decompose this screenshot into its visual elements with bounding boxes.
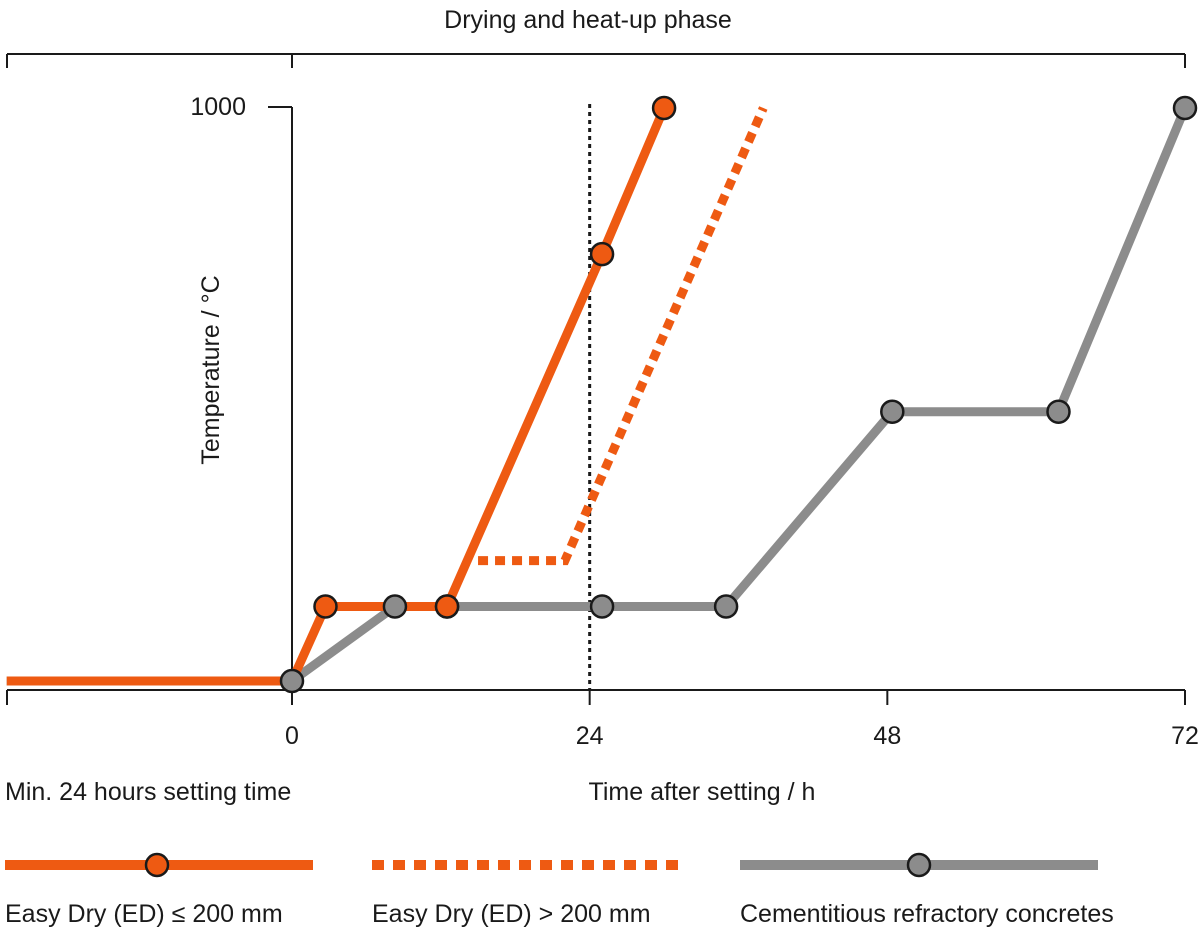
series-line-1	[6, 106, 669, 686]
legend: Easy Dry (ED) ≤ 200 mm Easy Dry (ED) > 20…	[5, 852, 1114, 928]
series-group	[6, 95, 1198, 694]
legend-marker-3	[906, 852, 932, 878]
phase-label: Drying and heat-up phase	[444, 6, 732, 34]
x-tick-label-72: 72	[1171, 722, 1199, 750]
series-1-point	[434, 594, 460, 619]
series-1-point	[651, 95, 677, 121]
series-3-point	[1172, 95, 1198, 121]
setting-label: Min. 24 hours setting time	[5, 778, 291, 806]
series-3-point	[382, 594, 408, 619]
y-tick-label-1000: 1000	[190, 93, 246, 121]
series-1-point	[313, 594, 338, 619]
series-1-point	[589, 241, 615, 267]
series-line-3	[6, 106, 1190, 686]
x-ticks: 0 24 48 72	[285, 690, 1199, 750]
x-axis-label: Time after setting / h	[589, 778, 816, 806]
series-3-point	[279, 668, 305, 694]
series-line-2	[478, 106, 768, 566]
x-tick-label-48: 48	[873, 722, 901, 750]
x-tick-label-24: 24	[576, 722, 604, 750]
x-tick-label-0: 0	[285, 722, 299, 750]
legend-marker-1	[144, 852, 170, 878]
phase-bracket	[6, 53, 1186, 68]
series-3-point	[880, 399, 905, 424]
y-axis-label: Temperature / °C	[197, 275, 225, 464]
legend-label-1: Easy Dry (ED) ≤ 200 mm	[5, 900, 283, 928]
legend-label-3: Cementitious refractory concretes	[740, 900, 1114, 928]
series-3-point	[713, 594, 739, 619]
legend-label-2: Easy Dry (ED) > 200 mm	[372, 900, 651, 928]
series-3-point	[1046, 399, 1071, 424]
series-3-point	[589, 594, 615, 619]
